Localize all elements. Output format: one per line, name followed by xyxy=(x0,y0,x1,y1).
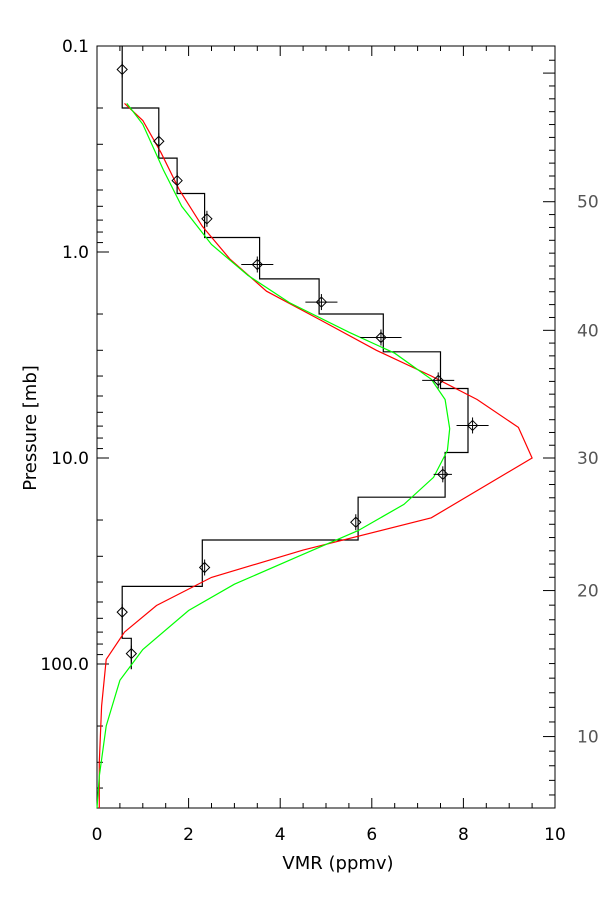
axis-ticks xyxy=(96,45,556,809)
x-tick-label: 8 xyxy=(458,825,469,845)
data-marker xyxy=(153,133,165,150)
data-marker xyxy=(433,466,452,483)
data-marker xyxy=(360,329,402,346)
series-line-2 xyxy=(96,103,451,809)
y-tick-label: 0.1 xyxy=(62,37,89,57)
data-marker xyxy=(305,294,338,311)
data-marker xyxy=(456,417,489,434)
data-marker xyxy=(422,372,455,389)
series-line-0 xyxy=(121,46,469,670)
y-tick-label: 1.0 xyxy=(62,243,89,263)
x-tick-label: 10 xyxy=(544,825,566,845)
data-marker xyxy=(201,210,213,227)
data-marker xyxy=(171,172,183,189)
right-tick-label: 30 xyxy=(577,449,599,469)
marker-layer xyxy=(116,61,489,662)
right-tick-label: 50 xyxy=(577,193,599,213)
data-marker xyxy=(116,604,128,621)
series-line-1 xyxy=(98,102,533,808)
x-tick-label: 4 xyxy=(275,825,286,845)
right-tick-label: 20 xyxy=(577,582,599,602)
data-marker xyxy=(125,645,138,662)
right-tick-label: 10 xyxy=(577,728,599,748)
x-tick-label: 6 xyxy=(366,825,377,845)
series-layer xyxy=(96,46,533,809)
y-tick-label: 100.0 xyxy=(40,655,89,675)
tick-labels: 0 2 4 6 8 10 0.1 1.0 10.0 100.0 10 20 30 40 50 xyxy=(40,37,598,845)
data-marker xyxy=(198,559,211,576)
plot-frame xyxy=(96,45,556,809)
data-marker xyxy=(116,61,128,78)
x-axis-title: VMR (ppmv) xyxy=(282,853,393,874)
y-tick-label: 10.0 xyxy=(51,449,89,469)
y-axis-title: Pressure [mb] xyxy=(20,365,41,491)
data-marker xyxy=(350,514,362,531)
x-tick-label: 0 xyxy=(92,825,103,845)
data-marker xyxy=(241,256,274,273)
right-tick-label: 40 xyxy=(577,321,599,341)
x-tick-label: 2 xyxy=(183,825,194,845)
